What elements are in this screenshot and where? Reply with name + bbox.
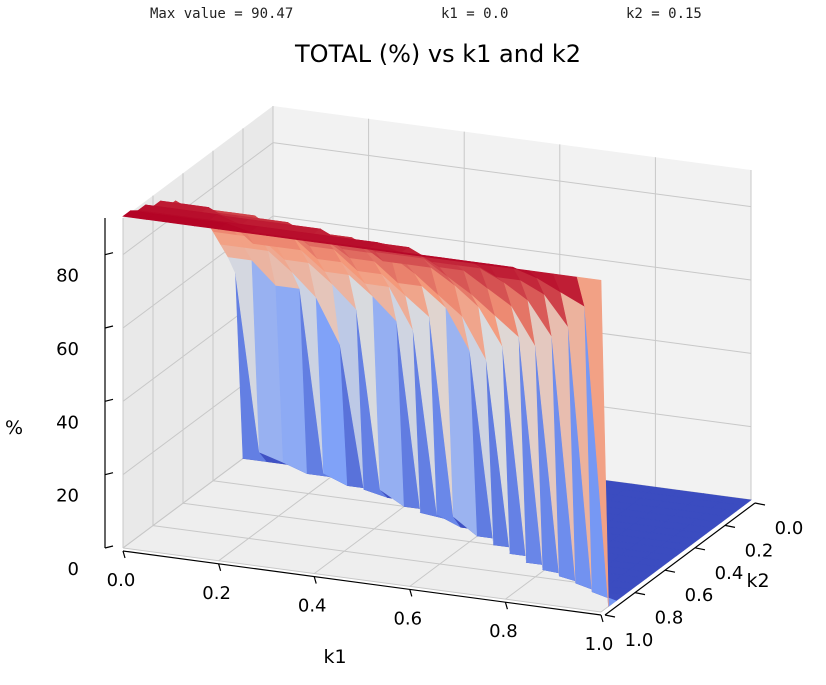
y-tick (664, 569, 676, 573)
x-tick (218, 563, 222, 571)
x-axis-line (122, 550, 602, 616)
x-tick (313, 576, 317, 584)
k1-value-text: k1 = 0.0 (441, 6, 509, 22)
y-tick (604, 614, 616, 618)
grid-line (272, 215, 752, 281)
y-tick (754, 502, 766, 506)
z-tick (104, 545, 114, 549)
info-header: Max value = 90.47 k1 = 0.0 k2 = 0.15 (0, 2, 826, 28)
z-tick-label: 60 (56, 339, 79, 360)
x-tick-label: 1.0 (585, 634, 614, 655)
grid-line (152, 525, 632, 591)
x-tick-label: 0.4 (298, 596, 327, 617)
x-tick-label: 0.6 (393, 608, 422, 629)
z-tick (104, 252, 114, 256)
grid-line (272, 142, 752, 208)
x-tick (504, 602, 508, 610)
z-tick (104, 325, 114, 329)
y-tick-label: 0.4 (715, 563, 744, 584)
x-tick-label: 0.0 (107, 570, 136, 591)
y-axis-label: k2 (746, 570, 769, 592)
grid-line (122, 142, 274, 256)
x-tick-label: 0.2 (202, 583, 231, 604)
surface (122, 200, 752, 607)
z-tick (104, 398, 114, 402)
y-tick (694, 547, 706, 551)
axes: 0.00.20.40.60.81.0 1.00.80.60.40.20.00204… (56, 218, 803, 655)
surface-face (576, 276, 609, 607)
y-tick (724, 524, 736, 528)
z-tick-label: 0 (68, 559, 79, 580)
x-tick (600, 614, 604, 623)
y-tick-label: 0.8 (655, 608, 684, 629)
z-tick (104, 472, 114, 476)
z-tick-label: 20 (56, 486, 79, 507)
z-tick-label: 80 (56, 266, 79, 287)
max-value-text: Max value = 90.47 (150, 6, 294, 22)
y-tick-label: 0.6 (685, 585, 714, 606)
y-tick-label: 1.0 (625, 630, 654, 651)
k2-value-text: k2 = 0.15 (626, 6, 702, 22)
y-axis-line (604, 502, 756, 616)
x-tick-label: 0.8 (489, 621, 518, 642)
y-tick-label: 0.2 (745, 540, 774, 561)
y-tick (634, 592, 646, 596)
z-axis-label: % (5, 417, 23, 439)
chart-title: TOTAL (%) vs k1 and k2 (294, 40, 581, 68)
z-tick-label: 40 (56, 412, 79, 433)
x-axis-label: k1 (323, 646, 346, 668)
x-tick (409, 589, 413, 597)
grid-line (122, 547, 602, 613)
x-tick (122, 550, 126, 559)
y-tick-label: 0.0 (775, 518, 804, 539)
